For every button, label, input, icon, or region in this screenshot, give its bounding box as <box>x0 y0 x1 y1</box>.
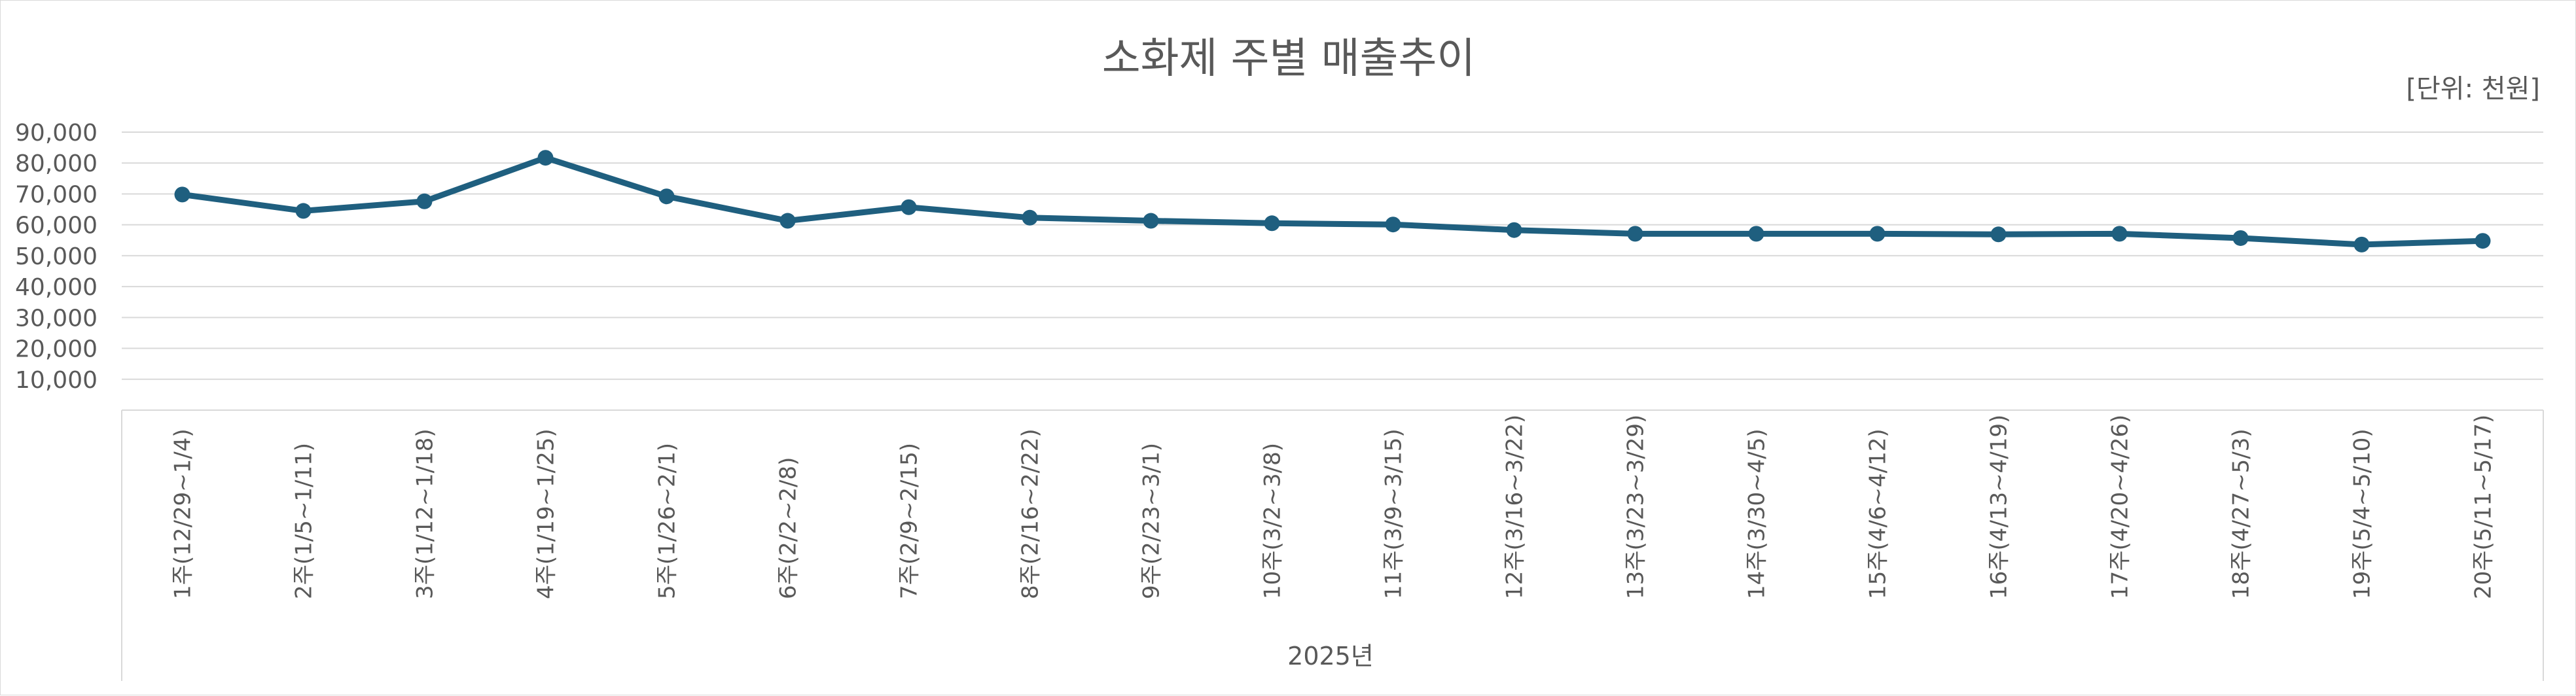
data-point <box>2475 233 2491 249</box>
data-point <box>2232 230 2249 246</box>
x-tick-label: 7주(2/9~2/15) <box>897 443 923 599</box>
y-tick-label: 50,000 <box>15 243 98 270</box>
x-tick-label: 5주(1/26~2/1) <box>654 443 681 599</box>
x-tick-label: 6주(2/2~2/8) <box>776 457 802 599</box>
x-tick-label: 12주(3/16~3/22) <box>1502 415 1528 599</box>
x-tick-label: 10주(3/2~3/8) <box>1260 443 1286 599</box>
data-point <box>1627 226 1643 242</box>
data-point <box>1748 226 1764 242</box>
x-tick-label: 3주(1/12~1/18) <box>412 428 438 599</box>
data-point <box>416 193 433 209</box>
x-tick-label: 8주(2/16~2/22) <box>1018 428 1044 599</box>
data-point <box>1385 217 1401 233</box>
data-point <box>1506 222 1522 238</box>
data-point <box>1264 215 1280 232</box>
x-tick-label: 18주(4/27~5/3) <box>2228 428 2255 599</box>
data-point <box>1869 226 1886 242</box>
data-point <box>2353 236 2370 252</box>
x-tick-label: 9주(2/23~3/1) <box>1139 443 1165 599</box>
x-tick-label: 1주(12/29~1/4) <box>170 428 196 599</box>
unit-label: [단위: 천원] <box>2406 74 2540 104</box>
data-point <box>2111 226 2128 242</box>
series-line <box>179 154 2486 248</box>
y-tick-label: 60,000 <box>15 213 98 239</box>
y-tick-label: 40,000 <box>15 274 98 301</box>
y-tick-label: 80,000 <box>15 150 98 177</box>
x-tick-label: 16주(4/13~4/19) <box>1986 415 2012 599</box>
chart-title: 소화제 주별 매출추이 <box>1102 35 1476 83</box>
x-tick-label: 20주(5/11~5/17) <box>2471 415 2497 599</box>
data-point <box>779 213 796 229</box>
x-tick-label: 14주(3/30~4/5) <box>1744 428 1770 599</box>
x-tick-label: 11주(3/9~3/15) <box>1381 428 1407 599</box>
x-tick-label: 13주(3/23~3/29) <box>1623 415 1649 599</box>
x-axis <box>121 409 2544 681</box>
x-tick-label: 19주(5/4~5/10) <box>2350 428 2376 599</box>
data-point <box>537 150 554 166</box>
y-tick-label: 70,000 <box>15 181 98 208</box>
data-point <box>1143 213 1159 229</box>
x-tick-label: 2주(1/5~1/11) <box>291 443 317 599</box>
data-point <box>1990 226 2007 243</box>
x-tick-label: 4주(1/19~1/25) <box>533 428 560 599</box>
y-tick-label: 30,000 <box>15 305 98 332</box>
x-axis-title: 2025년 <box>1287 642 1374 670</box>
data-point <box>174 186 190 203</box>
series-layer <box>174 150 2491 252</box>
gridlines <box>122 131 2543 380</box>
x-tick-label: 17주(4/20~4/26) <box>2107 415 2134 599</box>
x-axis-tick-labels: 1주(12/29~1/4) 2주(1/5~1/11) 3주(1/12~1/18) 4주… <box>170 415 2497 599</box>
y-tick-label: 90,000 <box>15 120 98 147</box>
y-axis-tick-labels: 10,000 20,000 30,000 40,000 50,000 60,000 70,0… <box>15 120 98 394</box>
data-point <box>901 199 917 215</box>
y-tick-label: 10,000 <box>15 367 98 394</box>
data-point <box>1022 209 1038 226</box>
data-point <box>295 203 312 219</box>
x-tick-label: 15주(4/6~4/12) <box>1865 428 1891 599</box>
data-point <box>658 188 675 205</box>
y-tick-label: 20,000 <box>15 336 98 363</box>
